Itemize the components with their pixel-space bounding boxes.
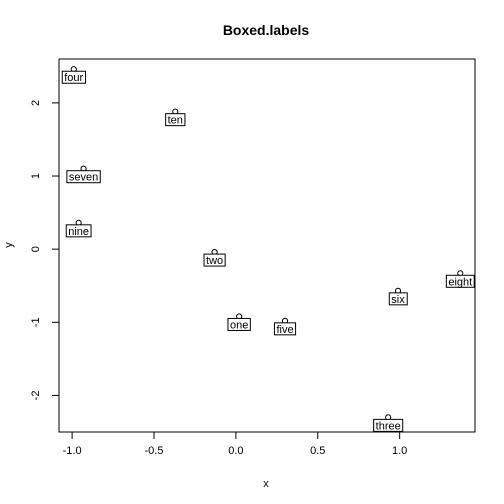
y-axis-label: y: [3, 242, 15, 248]
label-box: [165, 113, 186, 127]
label-box: [61, 70, 87, 84]
x-axis-label: x: [263, 478, 269, 490]
x-tick-label: -0.5: [145, 445, 164, 457]
label-box: [388, 292, 408, 306]
point-label: one: [230, 319, 248, 331]
x-tick-label: 1.0: [392, 445, 407, 457]
point-seven: seven: [66, 165, 101, 184]
x-tick-label: 0.0: [228, 445, 243, 457]
x-axis: -1.0 -0.5 0.0 0.5 1.0: [63, 431, 407, 457]
y-axis: -2 -1 0 1 2: [30, 100, 60, 401]
label-box: [66, 170, 101, 184]
plot-area: [58, 58, 476, 433]
y-tick-label: -1: [30, 317, 42, 327]
point-six: six: [388, 287, 408, 306]
point-label: six: [391, 294, 405, 306]
point-two: two: [203, 248, 226, 267]
chart-title: Boxed.labels: [223, 22, 310, 38]
label-box: [373, 418, 404, 432]
y-tick-label: 2: [30, 100, 42, 106]
point-ten: ten: [165, 108, 186, 127]
label-box: [203, 253, 226, 267]
x-tick-label: -1.0: [63, 445, 82, 457]
point-label: three: [376, 420, 401, 432]
point-four: four: [61, 66, 87, 84]
point-label: nine: [68, 226, 89, 238]
x-tick-label: 0.5: [310, 445, 325, 457]
point-three: three: [373, 414, 404, 432]
point-one: one: [227, 313, 251, 331]
point-nine: nine: [65, 219, 92, 238]
point-label: ten: [168, 115, 183, 127]
y-tick-label: 1: [30, 173, 42, 179]
point-label: eight: [448, 276, 472, 288]
point-label: seven: [69, 172, 98, 184]
y-tick-label: 0: [30, 246, 42, 252]
point-eight: eight: [445, 270, 475, 288]
label-box: [445, 274, 475, 288]
point-label: four: [64, 72, 83, 84]
label-box: [273, 322, 297, 336]
y-tick-label: -2: [30, 391, 42, 401]
data-points: one two three four five six seven eight nine ten: [61, 66, 475, 432]
point-five: five: [273, 317, 297, 336]
point-label: two: [206, 255, 223, 267]
label-box: [65, 224, 92, 238]
label-box: [227, 317, 251, 331]
point-label: five: [276, 324, 293, 336]
